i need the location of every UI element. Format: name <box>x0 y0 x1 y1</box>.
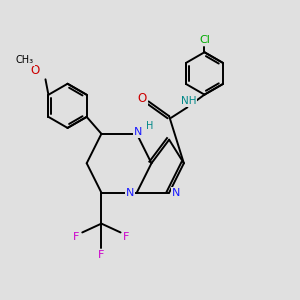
Text: N: N <box>134 127 142 137</box>
Text: N: N <box>171 188 180 198</box>
Text: F: F <box>98 250 105 260</box>
Text: F: F <box>123 232 130 242</box>
Text: O: O <box>31 64 40 77</box>
Text: NH: NH <box>181 96 196 106</box>
Text: F: F <box>73 232 80 242</box>
Text: Cl: Cl <box>199 35 210 45</box>
Text: H: H <box>146 121 154 130</box>
Text: O: O <box>137 92 147 105</box>
Text: N: N <box>126 188 134 198</box>
Text: CH₃: CH₃ <box>16 55 34 65</box>
